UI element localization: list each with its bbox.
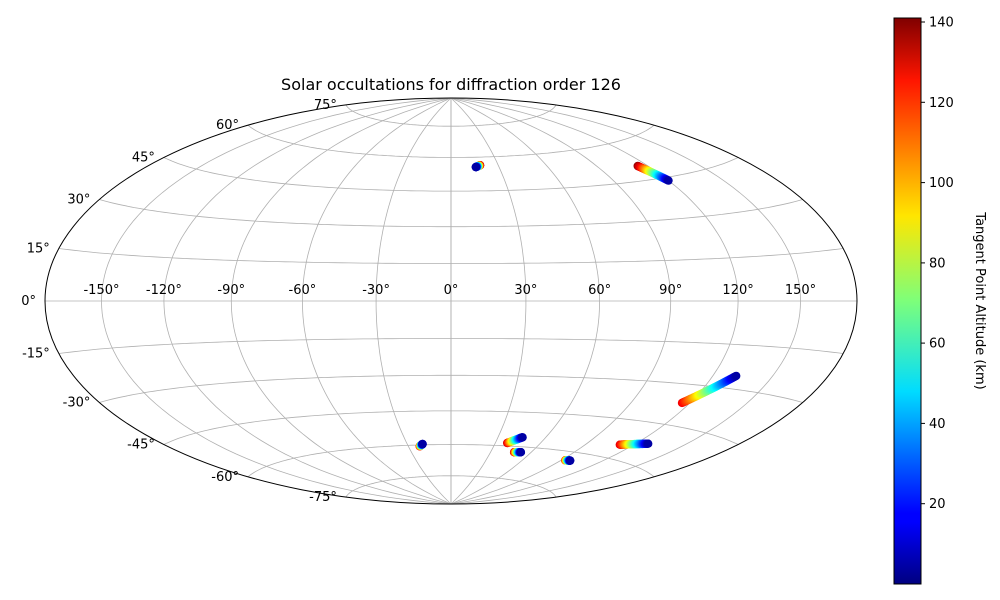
longitude-tick-labels: -150° -120° -90° -60° -30° 0° 30° 60° 90° 120° 150…: [83, 283, 816, 298]
longitude-tick-label: 30°: [514, 283, 537, 298]
map-boundary: [44, 97, 858, 505]
latitude-tick-labels: -75° -60° -45° -30° -15° 0° 15° 30° 45° 60° 75°: [21, 98, 337, 505]
latitude-tick-label: 0°: [21, 294, 36, 309]
colorbar-label: Tangent Point Altitude (km): [972, 211, 987, 389]
colorbar-tick-label: 100: [929, 176, 954, 191]
longitude-tick-label: 0°: [444, 283, 459, 298]
longitude-tick-label: -150°: [83, 283, 119, 298]
parallel-line: [99, 199, 803, 228]
parallel-line: [99, 374, 803, 403]
latitude-tick-label: -30°: [63, 396, 91, 411]
graticule: [45, 98, 857, 504]
longitude-tick-label: -120°: [146, 283, 182, 298]
colorbar-ticks: 20 40 60 80 100 120 140: [921, 16, 954, 512]
longitude-tick-label: 60°: [588, 283, 611, 298]
parallel-line: [58, 338, 844, 354]
data-point: [732, 371, 741, 381]
parallel-line: [247, 124, 655, 158]
colorbar-tick-label: 20: [929, 497, 946, 512]
latitude-tick-label: 30°: [67, 193, 90, 208]
latitude-tick-label: -60°: [211, 470, 239, 485]
data-point: [566, 456, 575, 465]
colorbar-tick-label: 80: [929, 256, 946, 271]
data-point: [471, 162, 480, 172]
parallel-line: [163, 410, 739, 445]
parallel-line: [345, 104, 557, 127]
parallel-line: [247, 444, 655, 478]
colorbar-tick-label: 140: [929, 16, 954, 31]
longitude-tick-label: -60°: [289, 283, 317, 298]
data-point: [644, 439, 653, 448]
parallel-line: [345, 475, 557, 498]
longitude-tick-label: -30°: [362, 283, 390, 298]
latitude-tick-label: 45°: [132, 151, 155, 166]
data-points: [415, 161, 741, 465]
longitude-tick-label: -90°: [217, 283, 245, 298]
data-point: [518, 433, 527, 442]
data-point: [418, 439, 427, 449]
latitude-tick-label: 60°: [216, 118, 239, 133]
longitude-tick-label: 150°: [785, 283, 816, 298]
colorbar-tick-label: 60: [929, 337, 946, 352]
chart-title: Solar occultations for diffraction order…: [281, 75, 621, 94]
longitude-tick-label: 120°: [722, 283, 753, 298]
colorbar-gradient: [893, 17, 922, 585]
colorbar-tick-label: 120: [929, 96, 954, 111]
latitude-tick-label: -45°: [127, 438, 155, 453]
colorbar: 20 40 60 80 100 120 140 Tangent Point Altitude…: [893, 16, 987, 585]
latitude-tick-label: -15°: [22, 347, 50, 362]
latitude-tick-label: 15°: [27, 242, 50, 257]
longitude-tick-label: 90°: [659, 283, 682, 298]
latitude-tick-label: 75°: [314, 98, 337, 113]
data-point: [664, 176, 673, 185]
latitude-tick-label: -75°: [309, 490, 337, 505]
data-point: [516, 448, 526, 457]
parallel-line: [58, 248, 844, 264]
colorbar-tick-label: 40: [929, 417, 946, 432]
